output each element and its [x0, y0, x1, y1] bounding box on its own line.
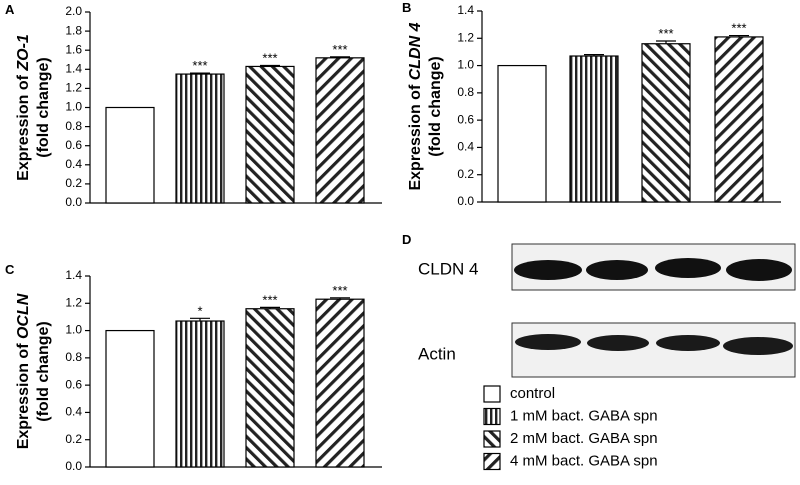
panel-label: A: [5, 2, 15, 17]
bar: [315, 57, 365, 204]
bar: [569, 55, 619, 203]
y-axis-label-gene: OCLN: [15, 293, 32, 339]
y-tick-label: 0.8: [65, 119, 82, 133]
y-axis-label-unit: (fold change): [427, 56, 444, 156]
band: [587, 335, 649, 351]
bar: [641, 43, 691, 203]
y-axis-label-unit: (fold change): [35, 321, 52, 421]
y-tick-label: 1.2: [65, 295, 82, 309]
band: [656, 335, 720, 351]
bar: [175, 73, 225, 204]
y-axis-label: Expression of OCLN: [15, 293, 32, 449]
band: [655, 258, 721, 278]
y-axis-label: Expression of ZO-1: [15, 34, 32, 181]
bar: [315, 298, 365, 468]
y-tick-label: 1.4: [65, 61, 82, 75]
bar: [714, 36, 764, 203]
legend-swatch: [483, 407, 501, 426]
significance-label: ***: [262, 292, 277, 307]
y-tick-label: 0.8: [457, 85, 474, 99]
y-tick-label: 0.4: [457, 140, 474, 154]
band: [514, 260, 582, 280]
y-tick-label: 1.8: [65, 23, 82, 37]
bar: [245, 65, 295, 204]
y-tick-label: 0.2: [457, 167, 474, 181]
bar: [105, 329, 155, 468]
y-axis-label-text: Expression of: [15, 339, 32, 449]
band: [723, 337, 793, 355]
significance-label: ***: [262, 50, 277, 65]
y-tick-label: 0.2: [65, 432, 82, 446]
blot: [511, 243, 796, 378]
y-tick-label: 1.4: [65, 268, 82, 282]
blot-row-label: Actin: [418, 344, 456, 363]
y-tick-label: 1.2: [457, 30, 474, 44]
y-axis-label: Expression of CLDN 4: [407, 22, 424, 190]
y-tick-label: 1.6: [65, 42, 82, 56]
significance-label: *: [197, 303, 202, 318]
y-axis-label-text: Expression of: [407, 80, 424, 190]
bar: [175, 320, 225, 468]
band: [515, 334, 581, 350]
significance-label: ***: [658, 26, 673, 41]
panel-label: B: [402, 0, 411, 15]
y-tick-label: 1.0: [65, 100, 82, 114]
y-tick-label: 0.6: [457, 112, 474, 126]
bar: [245, 308, 295, 468]
significance-label: ***: [332, 42, 347, 57]
y-axis-label-unit: (fold change): [35, 57, 52, 157]
y-tick-label: 1.0: [457, 58, 474, 72]
band: [586, 260, 648, 280]
y-tick-label: 2.0: [65, 4, 82, 18]
panel-label: C: [5, 262, 15, 277]
significance-label: ***: [731, 21, 746, 36]
y-tick-label: 0.6: [65, 377, 82, 391]
y-axis-label-gene: ZO-1: [15, 34, 32, 72]
y-tick-label: 1.4: [457, 3, 474, 17]
blot-row-label: CLDN 4: [418, 259, 478, 278]
legend-swatch: [483, 452, 501, 471]
y-tick-label: 0.0: [457, 194, 474, 208]
y-tick-label: 0.4: [65, 157, 82, 171]
legend-swatch: [483, 385, 501, 403]
y-axis-label-text: Expression of: [15, 71, 32, 181]
y-tick-label: 0.2: [65, 176, 82, 190]
legend-swatch: [483, 430, 501, 448]
y-tick-label: 0.0: [65, 195, 82, 209]
legend-label: 1 mM bact. GABA spn: [510, 407, 658, 424]
y-tick-label: 0.4: [65, 405, 82, 419]
legend-label: 2 mM bact. GABA spn: [510, 430, 658, 447]
y-tick-label: 0.8: [65, 350, 82, 364]
bar: [497, 64, 547, 203]
y-tick-label: 0.0: [65, 459, 82, 473]
panel-label: D: [402, 232, 411, 247]
significance-label: ***: [332, 283, 347, 298]
significance-label: ***: [192, 58, 207, 73]
y-tick-label: 0.6: [65, 138, 82, 152]
band: [726, 259, 792, 281]
legend-label: 4 mM bact. GABA spn: [510, 452, 658, 469]
y-axis-label-gene: CLDN 4: [407, 22, 424, 80]
legend-label: control: [510, 385, 555, 402]
bar: [105, 106, 155, 204]
y-tick-label: 1.0: [65, 323, 82, 337]
y-tick-label: 1.2: [65, 81, 82, 95]
